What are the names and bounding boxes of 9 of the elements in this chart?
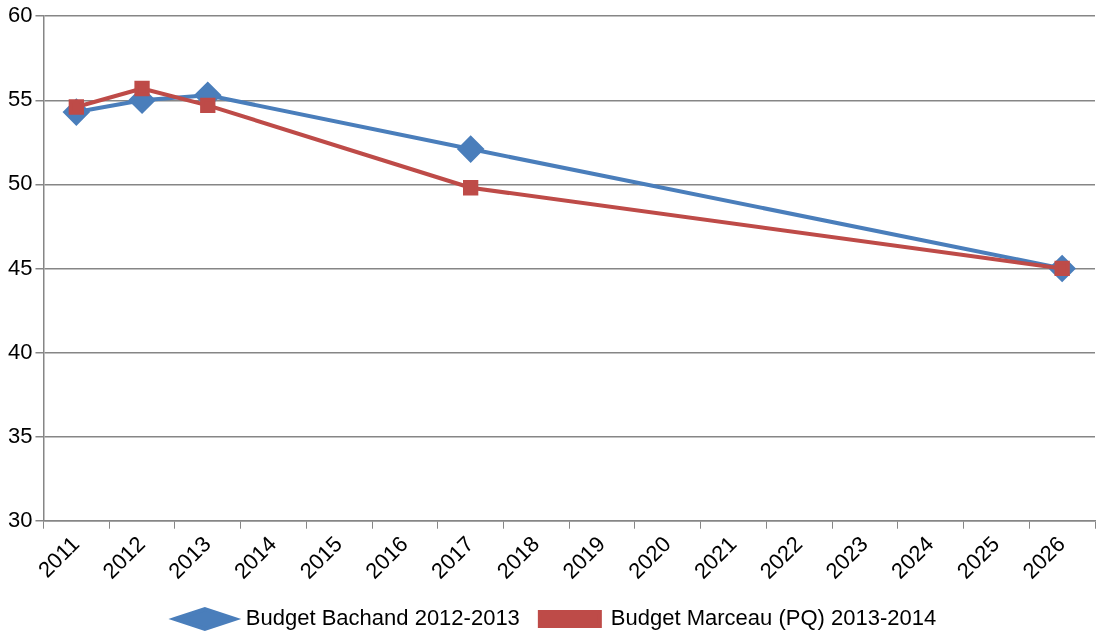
- y-tick-label: 45: [7, 254, 33, 280]
- y-tick-label: 40: [7, 338, 33, 364]
- y-tick-label: 30: [7, 506, 33, 532]
- y-tick-label: 35: [7, 422, 33, 448]
- y-tick-label: 55: [7, 86, 33, 112]
- legend-label: Budget Bachand 2012-2013: [245, 605, 520, 631]
- y-tick-label: 50: [7, 170, 33, 196]
- legend-label: Budget Marceau (PQ) 2013-2014: [610, 605, 937, 631]
- y-tick-label: 60: [7, 2, 33, 28]
